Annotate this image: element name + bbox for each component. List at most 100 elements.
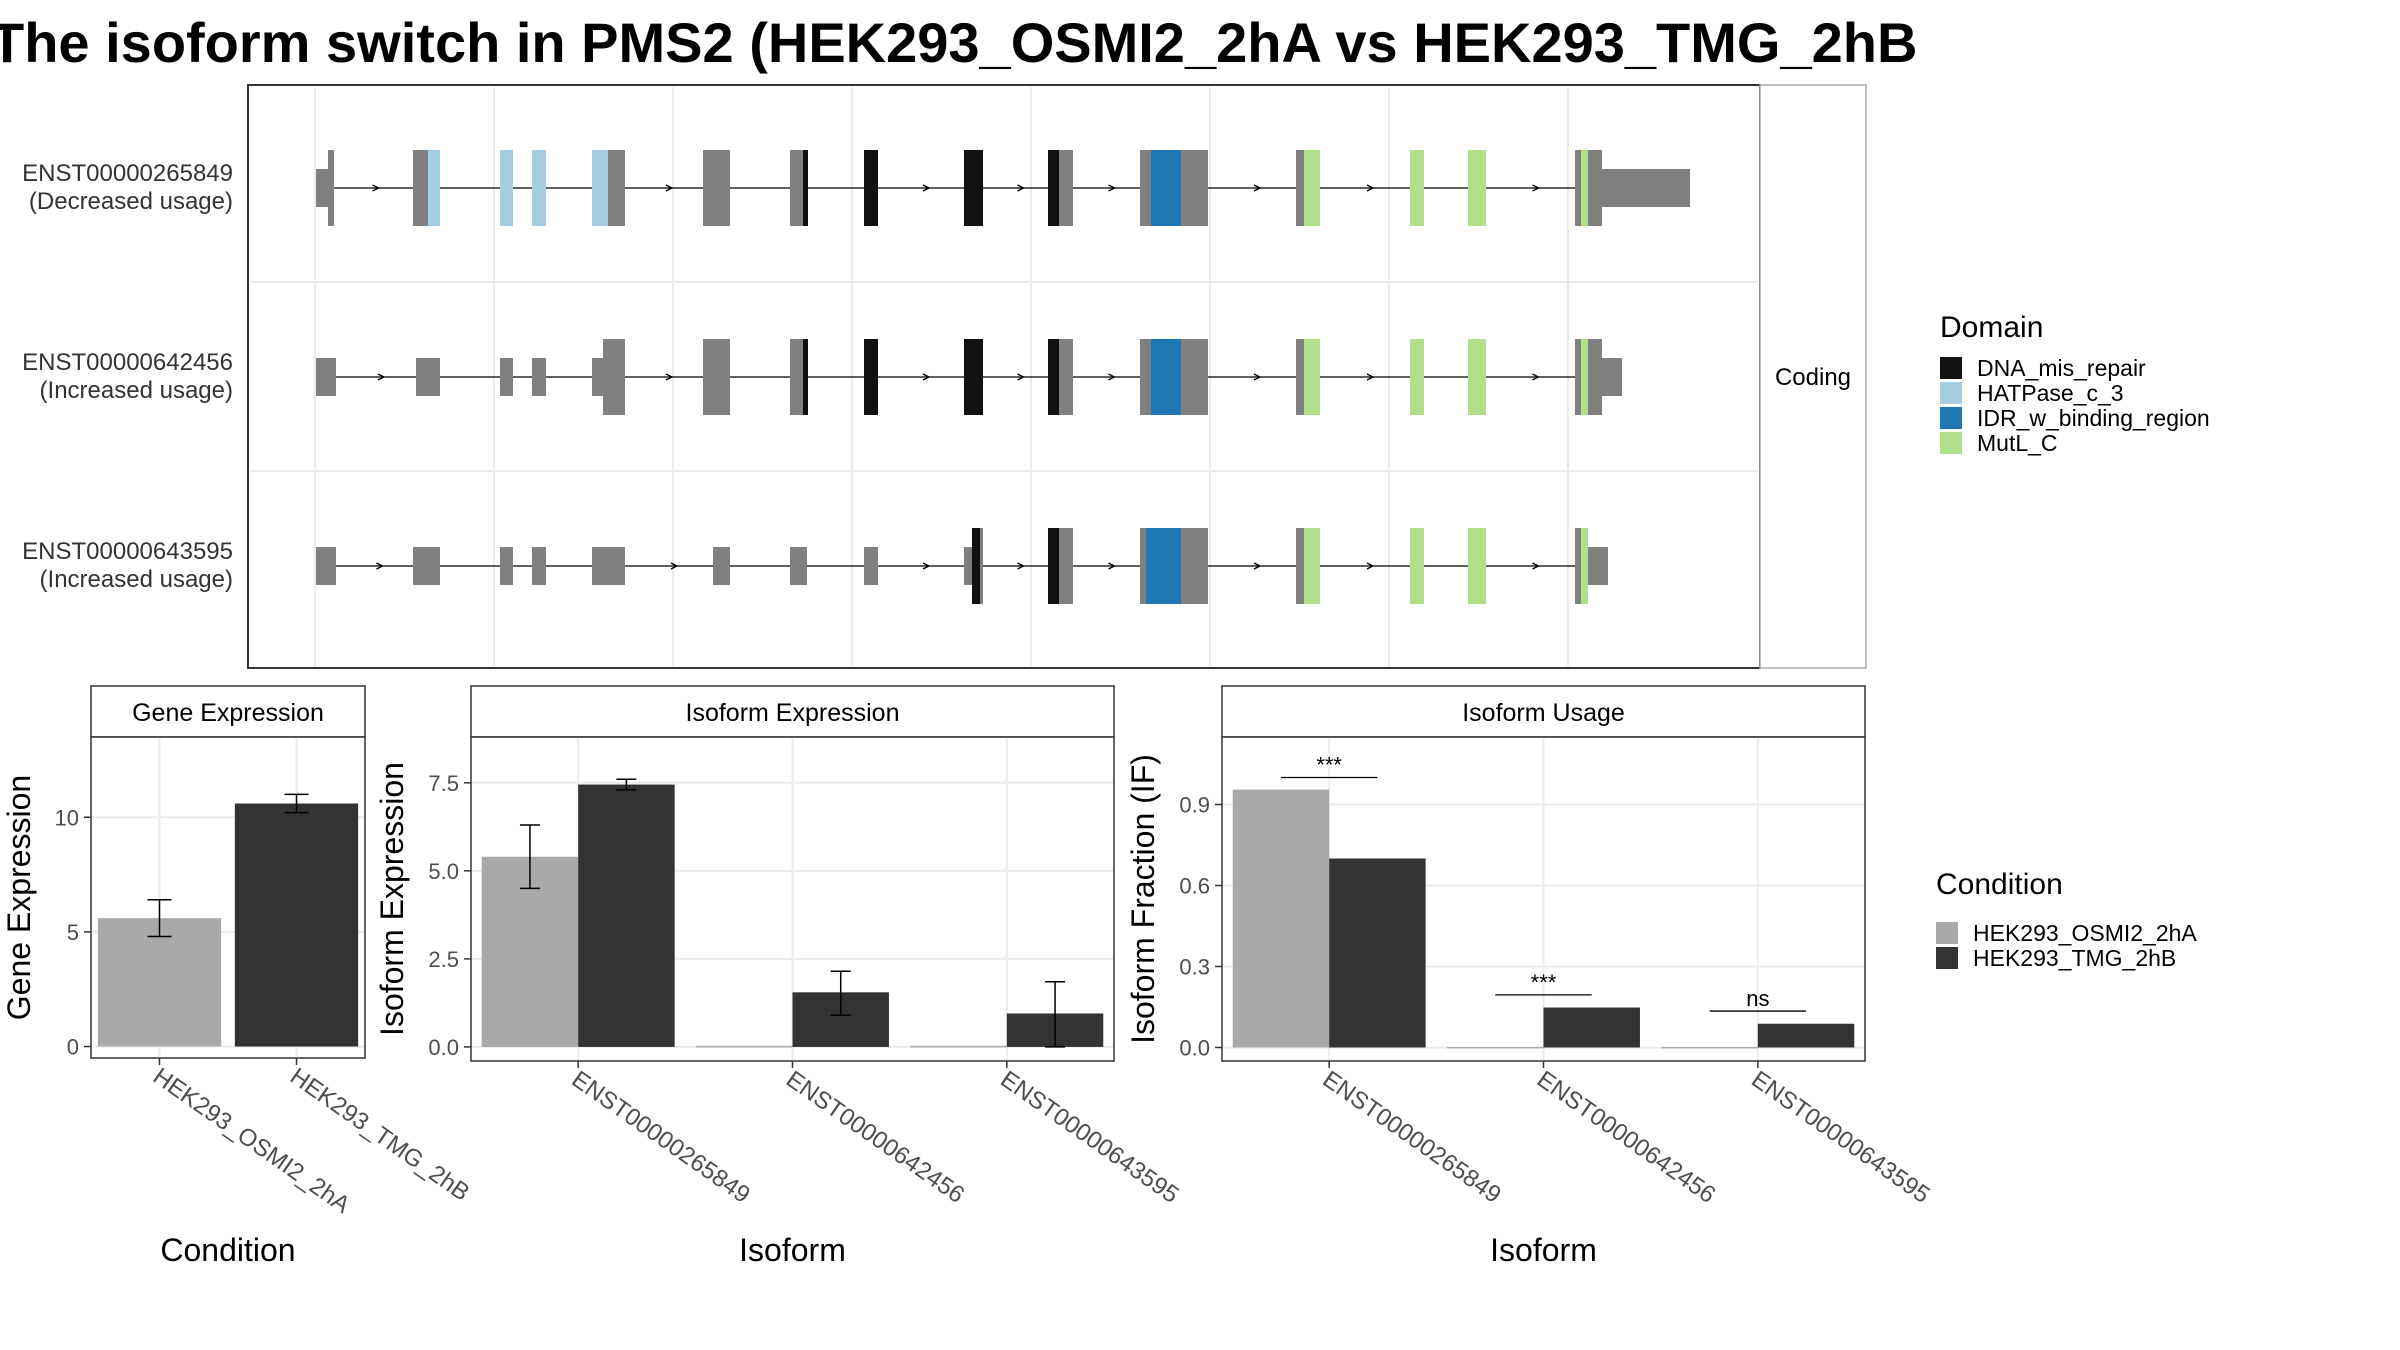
domain-mutl-c [1581,150,1588,226]
domain-legend-title: Domain [1940,311,2043,344]
bar [1757,1023,1855,1048]
transcript-id-label: ENST00000643595 [22,538,233,565]
exon [603,339,625,415]
error-bar [147,899,172,938]
transcript-id-label: ENST00000642456 [22,349,233,376]
domain-legend-label: DNA_mis_repair [1977,355,2146,381]
exon [592,358,603,396]
intron-direction-arrow [1532,184,1540,192]
domain-dna-mis-repair [1048,150,1059,226]
exon [1296,150,1304,226]
intron-direction-arrow [1253,184,1262,192]
intron-direction-arrow [1366,562,1375,570]
y-axis-title: Gene Expression [1,775,37,1020]
exon [1602,358,1622,396]
exon [316,358,336,396]
exon [790,547,807,585]
condition-legend-label: HEK293_OSMI2_2hA [1973,920,2197,946]
bar [1232,789,1330,1048]
domain-dna-mis-repair [864,150,878,226]
domain-dna-mis-repair [1048,528,1059,604]
domain-dna-mis-repair [964,339,983,415]
transcript-usage-label: (Increased usage) [40,566,233,593]
exon [1588,339,1602,415]
transcript-strip-box [1759,84,1867,669]
domain-legend-label: HATPase_c_3 [1977,380,2124,406]
panel-strip [90,685,366,738]
x-tick-label: ENST00000265849 [1318,1066,1506,1209]
y-tick-label: 5 [67,920,79,945]
intron-direction-arrow [922,184,931,192]
intron-direction-arrow [1366,373,1375,381]
exon [608,150,625,226]
y-tick-label: 0.3 [1179,955,1210,980]
condition-legend-title: Condition [1936,868,2063,901]
intron-direction-arrow [1532,562,1540,570]
domain-idr-w-binding-region [1146,528,1181,604]
exon [500,547,513,585]
exon [1575,150,1581,226]
domain-hatpase-c-3 [428,150,440,226]
transcript-usage-label: (Increased usage) [40,377,233,404]
domain-mutl-c [1581,339,1588,415]
intron-direction-arrow [922,562,931,570]
intron-direction-arrow [1017,373,1025,381]
exon [1588,547,1608,585]
domain-idr-w-binding-region [1151,150,1181,226]
intron-direction-arrow [1017,184,1025,192]
domain-legend-swatch [1940,382,1962,404]
bar [910,1045,1007,1048]
exon [413,547,440,585]
domain-mutl-c [1581,528,1588,604]
domain-dna-mis-repair [972,528,980,604]
error-bar [1045,981,1066,1048]
exon [1059,339,1073,415]
y-tick-label: 2.5 [428,947,459,972]
domain-dna-mis-repair [803,150,808,226]
intron-direction-arrow [1366,184,1375,192]
y-tick-label: 10 [55,805,79,830]
domain-mutl-c [1468,528,1486,604]
domain-idr-w-binding-region [1151,339,1181,415]
domain-mutl-c [1410,339,1424,415]
x-axis-title: Condition [160,1232,295,1268]
bar [1661,1046,1758,1049]
domain-mutl-c [1304,528,1320,604]
exon [413,150,428,226]
exon [1140,150,1151,226]
condition-legend-label: HEK293_TMG_2hB [1973,945,2176,971]
condition-legend-swatch [1936,922,1958,944]
exon [1575,339,1581,415]
domain-dna-mis-repair [803,339,808,415]
exon [416,358,440,396]
intron-direction-arrow [922,373,931,381]
panel-strip-label: Isoform Usage [1462,699,1625,727]
error-bar [830,970,851,1016]
domain-mutl-c [1468,150,1486,226]
error-bar [284,793,309,814]
exon [316,547,336,585]
exon [1181,150,1208,226]
domain-mutl-c [1304,339,1320,415]
error-bar [616,778,637,791]
strip-label-coding: Coding [1775,364,1851,391]
y-tick-label: 0.0 [428,1035,459,1060]
intron-direction-arrow [376,562,384,570]
intron-direction-arrow [665,184,674,192]
exon [964,547,972,585]
significance-label: *** [1531,970,1557,995]
domain-mutl-c [1468,339,1486,415]
exon [592,547,625,585]
exon [1181,339,1208,415]
bar [234,803,359,1047]
domain-dna-mis-repair [864,339,878,415]
exon [1181,528,1208,604]
significance-label: *** [1316,753,1342,778]
intron-direction-arrow [377,373,386,381]
bar [696,1045,793,1048]
exon [1588,150,1602,226]
y-axis-title: Isoform Fraction (IF) [1125,754,1161,1044]
error-bar [519,824,540,890]
exon [864,547,878,585]
